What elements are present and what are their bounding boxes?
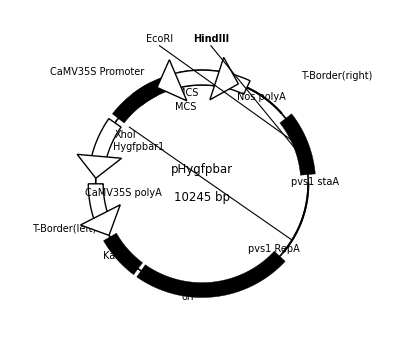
Polygon shape xyxy=(112,82,157,123)
Polygon shape xyxy=(80,205,120,235)
Polygon shape xyxy=(90,119,121,165)
Text: Hygfpbar1: Hygfpbar1 xyxy=(114,142,165,152)
Text: T-Border(right): T-Border(right) xyxy=(301,71,372,81)
Polygon shape xyxy=(178,70,226,87)
Text: 10245 bp: 10245 bp xyxy=(174,191,230,205)
Text: MCS: MCS xyxy=(177,89,198,99)
Text: ori: ori xyxy=(181,292,194,302)
Polygon shape xyxy=(103,233,143,275)
Text: pvs1 staA: pvs1 staA xyxy=(290,177,339,187)
Polygon shape xyxy=(77,154,122,178)
Text: HindIII: HindIII xyxy=(193,34,229,44)
Text: EcoRI: EcoRI xyxy=(146,34,173,44)
Polygon shape xyxy=(88,184,110,225)
Polygon shape xyxy=(137,251,285,297)
Text: pHygfpbar: pHygfpbar xyxy=(171,163,233,176)
Text: Nos polyA: Nos polyA xyxy=(238,92,286,102)
Text: T-Border(left): T-Border(left) xyxy=(32,223,96,233)
Text: KamR: KamR xyxy=(103,251,131,261)
Text: pvs1 RepA: pvs1 RepA xyxy=(248,244,300,254)
Text: CaMV35S Promoter: CaMV35S Promoter xyxy=(50,67,144,77)
Text: XhoI: XhoI xyxy=(115,130,137,140)
Polygon shape xyxy=(132,74,177,106)
Polygon shape xyxy=(169,70,250,94)
Text: MCS: MCS xyxy=(175,102,197,112)
Polygon shape xyxy=(210,57,238,100)
Polygon shape xyxy=(157,60,187,101)
Polygon shape xyxy=(280,114,315,175)
Text: CaMV35S polyA: CaMV35S polyA xyxy=(85,188,162,198)
